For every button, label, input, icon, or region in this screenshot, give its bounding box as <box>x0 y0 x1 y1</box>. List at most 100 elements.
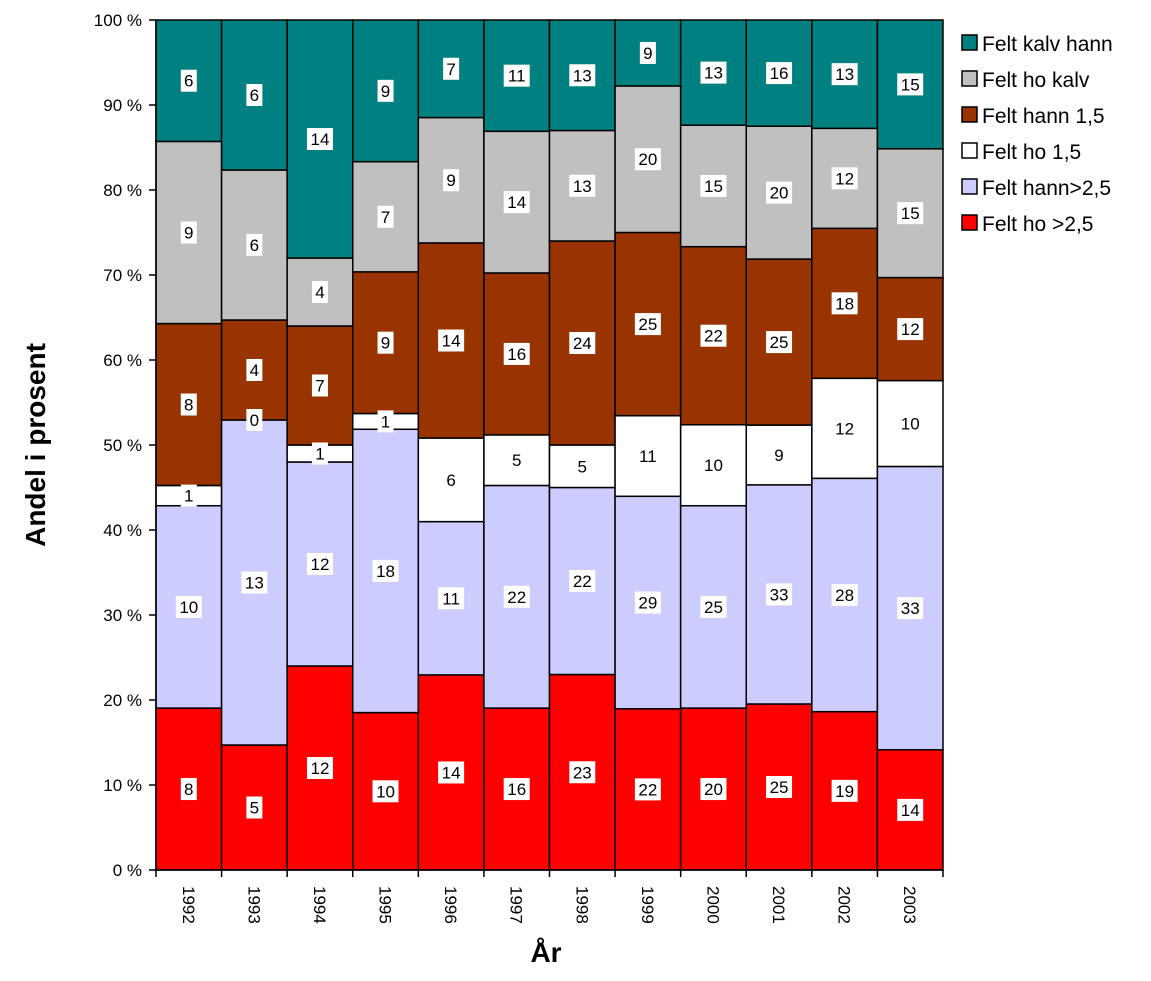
data-label: 12 <box>831 417 858 440</box>
y-tick-label: 40 % <box>103 521 142 540</box>
data-label-bg <box>897 798 924 821</box>
legend-label: Felt hann>2,5 <box>982 177 1111 200</box>
data-label-bg <box>897 202 924 225</box>
legend-label: Felt kalv hann <box>982 33 1113 56</box>
data-label: 5 <box>574 455 591 478</box>
data-label-bg <box>311 374 328 397</box>
data-label: 14 <box>503 191 530 214</box>
data-label-bg <box>569 332 596 354</box>
data-label-text: 9 <box>184 224 193 243</box>
data-label: 6 <box>246 234 263 256</box>
data-label-bg <box>766 775 793 798</box>
data-label: 25 <box>700 595 727 618</box>
data-label: 13 <box>569 64 596 87</box>
data-label-text: 10 <box>376 782 395 801</box>
data-label: 15 <box>897 202 924 225</box>
legend-swatch <box>961 70 978 87</box>
data-label: 9 <box>639 41 656 64</box>
data-label-text: 11 <box>639 447 657 466</box>
data-label-bg <box>897 73 924 96</box>
data-label-text: 7 <box>315 377 324 396</box>
data-label-bg <box>180 484 197 507</box>
legend: Felt kalv hann Felt ho kalv Felt hann 1,5 F… <box>961 33 1113 236</box>
data-label: 16 <box>503 778 530 801</box>
data-label-text: 7 <box>446 60 455 79</box>
legend-swatch <box>961 178 978 195</box>
data-label: 14 <box>438 761 465 784</box>
data-label: 25 <box>634 313 661 336</box>
data-label-text: 16 <box>507 780 526 799</box>
data-label: 25 <box>766 331 793 354</box>
y-tick-label: 20 % <box>103 691 142 710</box>
data-label-bg <box>766 583 793 606</box>
y-tick-label: 10 % <box>103 776 142 795</box>
data-label: 19 <box>831 779 858 802</box>
x-tick-label: 1995 <box>376 886 395 924</box>
bars <box>155 19 944 871</box>
data-label-text: 28 <box>835 586 854 605</box>
data-label: 10 <box>700 454 727 477</box>
data-label-text: 0 <box>250 411 259 430</box>
y-tick-label: 30 % <box>103 606 142 625</box>
data-label-bg <box>443 169 460 192</box>
data-label-bg <box>180 778 197 801</box>
data-label-bg <box>700 61 727 84</box>
data-label-text: 22 <box>638 780 657 799</box>
data-label: 1 <box>311 442 328 465</box>
data-label-text: 29 <box>638 594 657 613</box>
data-label: 9 <box>377 79 394 102</box>
data-label-text: 5 <box>512 451 521 470</box>
legend-entry: Felt ho 1,5 <box>961 141 1081 164</box>
data-labels: 8101896513046612121741410181979141161497… <box>175 41 924 821</box>
data-label-bg <box>180 393 197 416</box>
legend-swatch <box>961 106 978 123</box>
data-label: 13 <box>241 571 268 594</box>
data-label-text: 5 <box>250 799 259 818</box>
data-label-bg <box>639 41 656 64</box>
data-label: 4 <box>246 359 263 381</box>
data-label: 4 <box>311 281 328 303</box>
data-label-text: 1 <box>381 412 390 431</box>
data-label: 16 <box>766 62 793 85</box>
data-label-text: 12 <box>310 759 329 778</box>
data-label-bg <box>634 591 661 614</box>
data-label-bg <box>311 281 328 303</box>
y-tick-label: 90 % <box>103 96 142 115</box>
data-label-bg <box>311 442 328 465</box>
data-label-bg <box>246 234 263 256</box>
data-label-text: 5 <box>578 457 587 476</box>
data-label: 11 <box>503 64 530 87</box>
data-label: 8 <box>180 778 197 801</box>
data-label: 33 <box>897 597 924 620</box>
data-label-bg <box>246 84 263 106</box>
data-label-bg <box>766 181 793 204</box>
data-label-bg <box>634 313 661 336</box>
data-label-text: 22 <box>573 572 592 591</box>
data-label-bg <box>377 410 394 433</box>
data-label: 25 <box>766 775 793 798</box>
data-label-bg <box>831 779 858 802</box>
data-label-text: 12 <box>835 169 854 188</box>
data-label: 14 <box>438 329 465 352</box>
data-label-text: 14 <box>442 763 461 782</box>
legend-entry: Felt kalv hann <box>961 33 1113 56</box>
data-label-bg <box>503 64 530 87</box>
data-label-text: 33 <box>901 599 920 618</box>
legend-entry: Felt ho >2,5 <box>961 213 1094 236</box>
data-label: 20 <box>766 181 793 204</box>
data-label-bg <box>569 761 596 784</box>
data-label-text: 16 <box>507 345 526 364</box>
data-label: 22 <box>634 778 661 801</box>
bar-segment <box>679 19 748 126</box>
x-tick-label: 1997 <box>507 886 526 924</box>
data-label: 1 <box>377 410 394 433</box>
data-label-bg <box>766 62 793 85</box>
data-label-text: 33 <box>770 585 789 604</box>
data-label-bg <box>503 342 530 365</box>
data-label: 7 <box>443 57 460 80</box>
data-label-bg <box>771 443 788 466</box>
data-label-text: 20 <box>770 184 789 203</box>
data-label-bg <box>700 595 727 618</box>
data-label-bg <box>831 167 858 190</box>
data-label: 12 <box>306 553 333 575</box>
